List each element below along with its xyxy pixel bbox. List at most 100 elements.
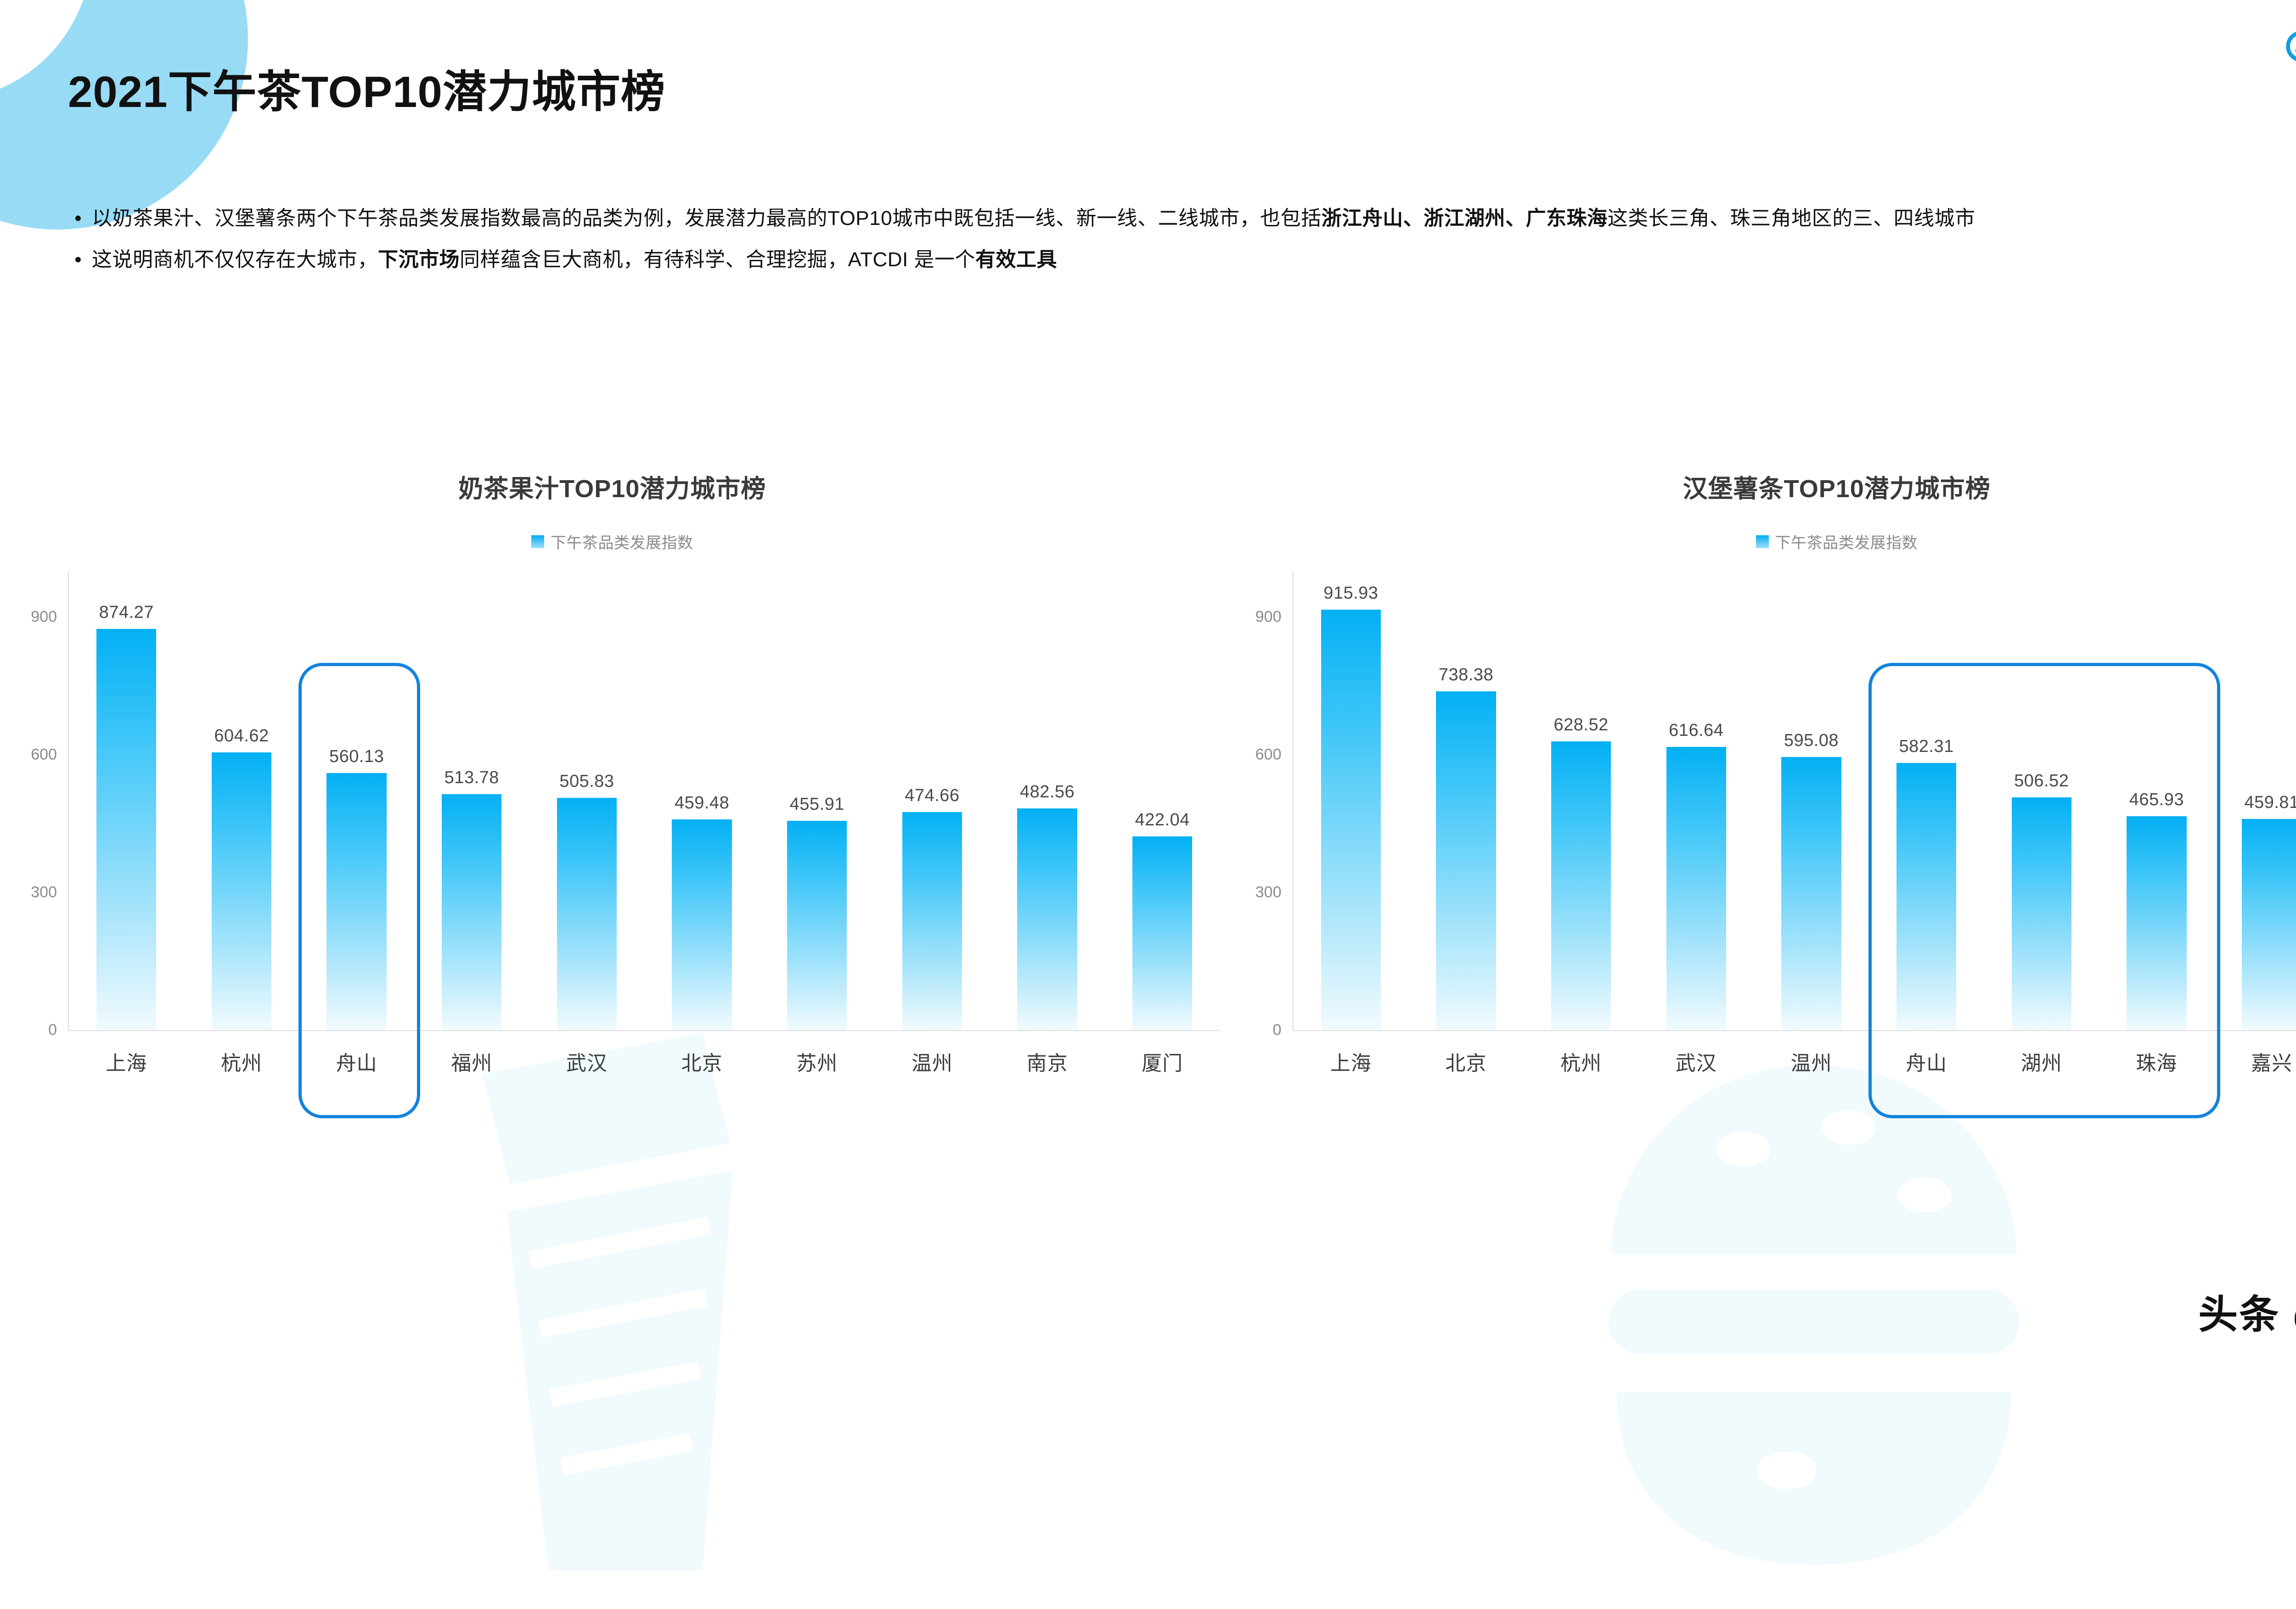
bar[interactable] [212,752,271,1030]
y-axis-tick-label: 600 [31,746,57,764]
bar-value-label: 482.56 [1020,782,1075,802]
bar-slot: 459.48 [644,571,760,1030]
bar-value-label: 465.93 [2129,790,2184,810]
bar-slot: 874.27 [69,571,184,1030]
x-axis-tick-label: 上海 [69,1047,184,1076]
bar-value-label: 455.91 [790,795,844,814]
chart-title: 奶茶果汁TOP10潜力城市榜 [0,468,1225,505]
y-axis-tick-label: 0 [1273,1021,1282,1039]
bar[interactable] [1551,741,1611,1030]
x-axis-tick-label: 上海 [1294,1047,1409,1076]
bar[interactable] [787,821,847,1030]
bar-slot: 595.08 [1754,571,1869,1030]
y-axis-tick-label: 600 [1255,746,1282,764]
bar[interactable] [902,812,962,1030]
bar-slot: 582.31 [1869,571,1984,1030]
bullet-list: •以奶茶果汁、汉堡薯条两个下午茶品类发展指数最高的品类为例，发展潜力最高的TOP… [64,202,2296,276]
x-axis-tick-label: 北京 [1408,1047,1524,1076]
bar-slot: 422.04 [1105,571,1220,1030]
bar-value-label: 506.52 [2014,771,2069,791]
x-axis-tick-label: 舟山 [1869,1047,1984,1076]
bar[interactable] [557,798,617,1030]
bullet-text: 以奶茶果汁、汉堡薯条两个下午茶品类发展指数最高的品类为例，发展潜力最高的TOP1… [92,202,1975,235]
bullet-emphasis: 有效工具 [975,248,1057,271]
chart-title: 汉堡薯条TOP10潜力城市榜 [1225,468,2296,505]
x-axis-tick-label: 福州 [414,1047,529,1076]
bar-slot: 455.91 [760,571,875,1030]
bar[interactable] [1666,747,1726,1030]
bar-value-label: 628.52 [1554,715,1609,735]
bar-value-label: 595.08 [1784,731,1839,751]
bullet-marker-icon: • [64,243,92,276]
bar-value-label: 513.78 [445,768,499,788]
bullet-emphasis: 下沉市场 [378,248,460,271]
x-axis-tick-label: 湖州 [1984,1047,2099,1076]
bar[interactable] [326,773,386,1030]
bullet-item: •这说明商机不仅仅存在大城市，下沉市场同样蕴含巨大商机，有待科学、合理挖掘，AT… [64,243,2296,276]
x-axis-tick-label: 北京 [644,1047,760,1076]
legend-label: 下午茶品类发展指数 [1775,530,1918,553]
x-axis-tick-label: 杭州 [184,1047,299,1076]
x-axis: 上海北京杭州武汉温州舟山湖州珠海嘉兴苏州 [1294,1047,2296,1076]
x-axis-tick-label: 南京 [990,1047,1105,1076]
bar-value-label: 505.83 [559,772,614,791]
bar[interactable] [2012,797,2071,1030]
eleme-e-logo-icon [2284,28,2296,64]
bullet-segment: 这说明商机不仅仅存在大城市， [92,248,378,271]
bar[interactable] [672,819,732,1030]
bar-slot: 513.78 [414,571,529,1030]
bullet-emphasis: 浙江舟山、浙江湖州、广东珠海 [1322,207,1608,230]
legend-label: 下午茶品类发展指数 [551,530,693,553]
bar-value-label: 738.38 [1439,665,1493,685]
bar[interactable] [1132,836,1192,1030]
x-axis-tick-label: 温州 [1754,1047,1869,1076]
bar-slot: 505.83 [529,571,645,1030]
x-axis: 上海杭州舟山福州武汉北京苏州温州南京厦门 [69,1047,1220,1076]
bar[interactable] [442,794,501,1030]
bar-value-label: 915.93 [1323,583,1378,603]
brand-logo: 饿了么 [2284,28,2296,64]
bar[interactable] [2242,819,2296,1030]
bar-value-label: 616.64 [1669,721,1723,740]
x-axis-tick-label: 温州 [875,1047,990,1076]
legend-swatch-icon [531,535,544,548]
bar-value-label: 459.81 [2244,793,2296,813]
bar-slot: 482.56 [990,571,1105,1030]
legend-swatch-icon [1756,535,1769,548]
x-axis-tick-label: 厦门 [1105,1047,1220,1076]
bar-slot: 560.13 [299,571,414,1030]
bar-slot: 915.93 [1294,571,1409,1030]
chart-legend: 下午茶品类发展指数 [1225,530,2296,553]
y-axis-tick-label: 300 [31,884,57,902]
bar[interactable] [1781,757,1841,1030]
bar-value-label: 560.13 [329,747,384,767]
x-axis-line [68,1030,1220,1031]
bar[interactable] [1896,763,1956,1030]
bar-slot: 506.52 [1984,571,2099,1030]
bullet-segment: 这类长三角、珠三角地区的三、四线城市 [1608,207,1975,230]
bar-slot: 459.81 [2214,571,2296,1030]
x-axis-line [1293,1030,2296,1031]
y-axis-tick-label: 300 [1255,884,1282,902]
x-axis-tick-label: 珠海 [2099,1047,2214,1076]
bullet-marker-icon: • [64,202,92,235]
x-axis-tick-label: 武汉 [529,1047,645,1076]
bar[interactable] [1436,691,1496,1030]
bullet-item: •以奶茶果汁、汉堡薯条两个下午茶品类发展指数最高的品类为例，发展潜力最高的TOP… [64,202,2296,235]
bar-value-label: 874.27 [99,603,154,622]
bar[interactable] [96,629,156,1030]
bar-slot: 604.62 [184,571,299,1030]
bar[interactable] [1321,610,1381,1030]
bar[interactable] [1017,808,1077,1030]
bar[interactable] [2127,816,2186,1030]
bullet-segment: 同样蕴含巨大商机，有待科学、合理挖掘，ATCDI 是一个 [460,248,975,271]
x-axis-tick-label: 舟山 [299,1047,414,1076]
bar-value-label: 582.31 [1899,737,1953,757]
bar-slot: 465.93 [2099,571,2214,1030]
